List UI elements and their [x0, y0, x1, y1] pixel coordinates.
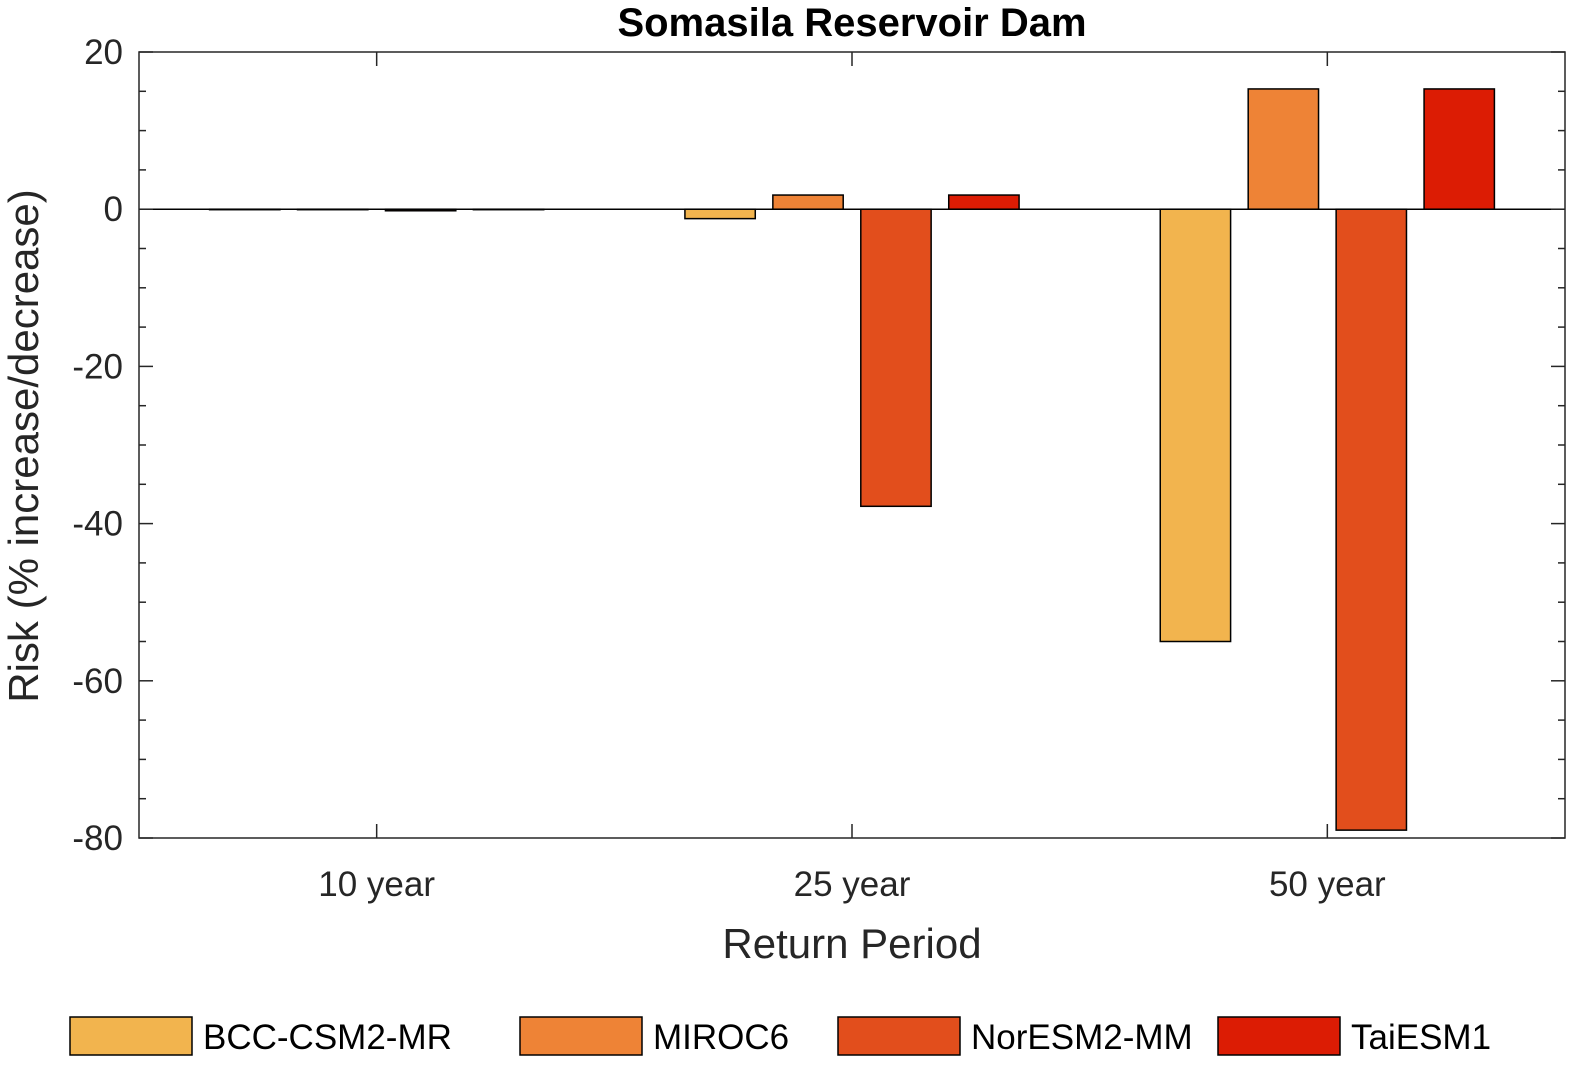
- x-tick-label: 10 year: [318, 865, 435, 904]
- bar-bcc-csm2-mr-25-year: [684, 208, 757, 220]
- y-tick-label: -20: [72, 347, 123, 386]
- y-axis-label: Risk (% increase/decrease): [0, 189, 47, 703]
- x-axis-ticks: 10 year 25 year 50 year: [318, 52, 1386, 904]
- bar-noresm2-mm-25-year: [860, 208, 932, 508]
- y-tick-label: 0: [104, 190, 123, 229]
- legend-label: NorESM2-MM: [971, 1018, 1193, 1057]
- bar-taiesm1-50-year: [1423, 88, 1496, 210]
- bar-taiesm1-25-year: [947, 194, 1020, 210]
- bar-bcc-csm2-mr-50-year: [1159, 208, 1232, 643]
- y-tick-label: -80: [72, 819, 123, 858]
- legend-label: MIROC6: [653, 1018, 789, 1057]
- bars-group: [208, 88, 1496, 831]
- bar-noresm2-mm-50-year: [1335, 208, 1408, 831]
- y-tick-label: -60: [72, 662, 123, 701]
- x-tick-label: 25 year: [794, 865, 911, 904]
- bar-miroc6-25-year: [772, 194, 844, 210]
- legend-swatch-taiesm1: [1217, 1016, 1341, 1056]
- legend: BCC-CSM2-MR MIROC6 NorESM2-MM TaiESM1: [69, 1016, 1491, 1057]
- x-axis-label: Return Period: [722, 920, 981, 967]
- chart-title: Somasila Reservoir Dam: [617, 1, 1086, 45]
- legend-swatch-miroc6: [519, 1016, 643, 1056]
- legend-swatch-noresm2-mm: [837, 1016, 961, 1056]
- legend-label: TaiESM1: [1351, 1018, 1491, 1057]
- y-tick-label: 20: [84, 33, 123, 72]
- y-tick-label: -40: [72, 505, 123, 544]
- bar-miroc6-50-year: [1247, 88, 1320, 210]
- x-tick-label: 50 year: [1269, 865, 1386, 904]
- legend-label: BCC-CSM2-MR: [203, 1018, 452, 1057]
- legend-swatch-bcc-csm2-mr: [69, 1016, 193, 1056]
- y-axis-ticks: 20 0 -20 -40 -60 -80: [72, 33, 1565, 858]
